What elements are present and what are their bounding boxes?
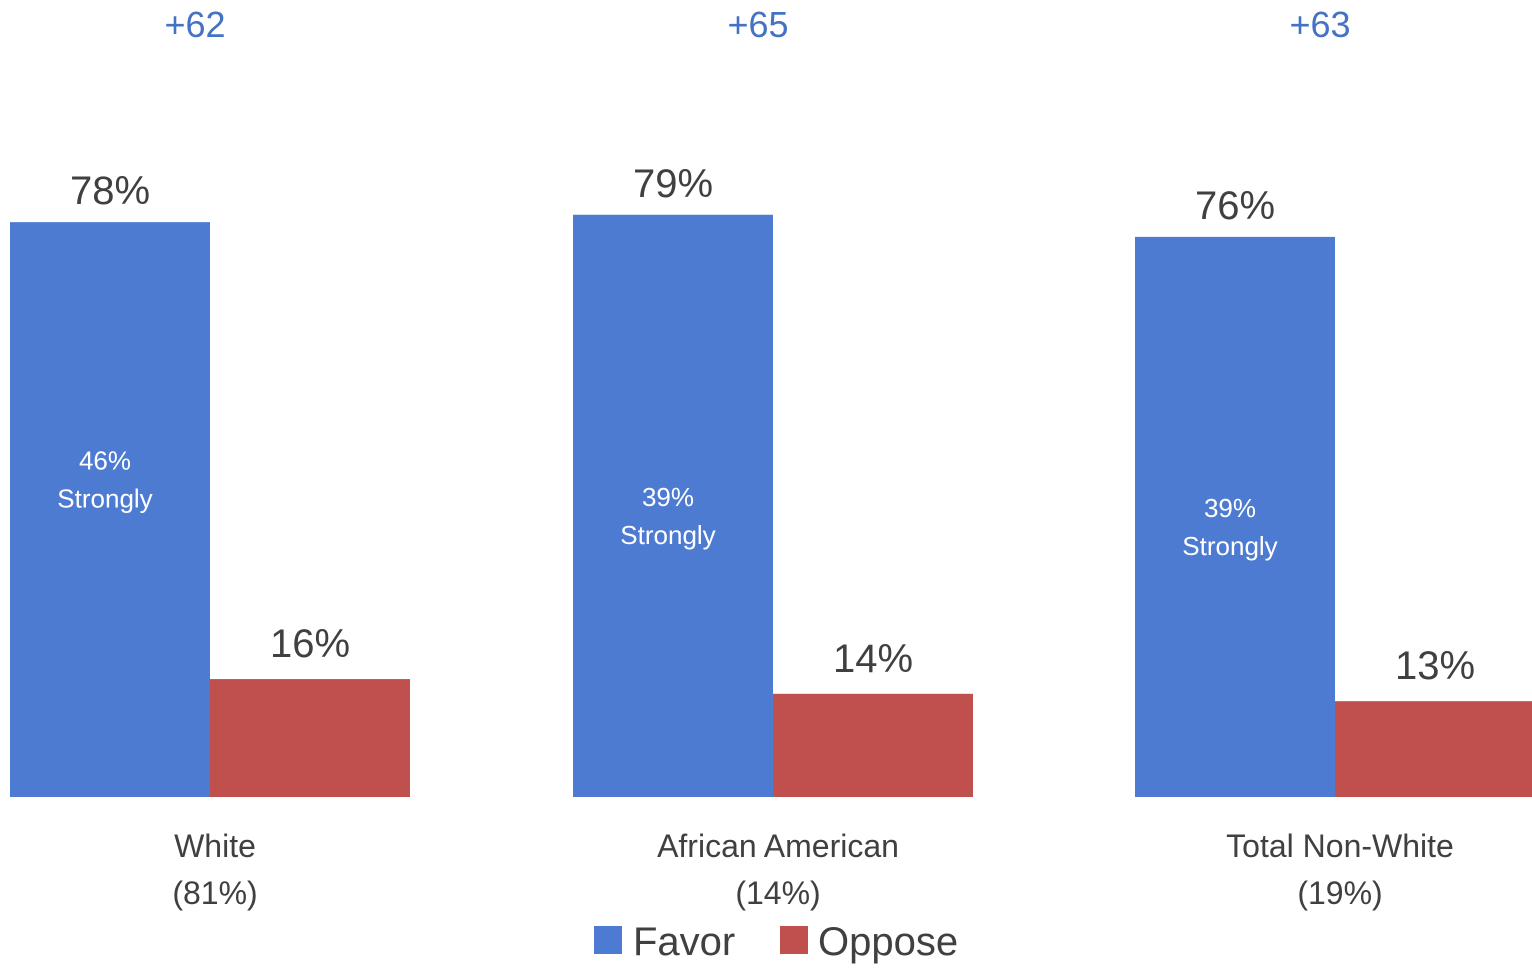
strongly-percent-label: 46%	[79, 445, 131, 475]
category-share-label: (14%)	[735, 875, 820, 911]
oppose-value-label: 14%	[833, 637, 913, 681]
strongly-text-label: Strongly	[57, 483, 152, 513]
oppose-bar	[773, 693, 973, 797]
favor-legend-label: Favor	[633, 920, 735, 964]
oppose-value-label: 13%	[1395, 644, 1475, 688]
oppose-bar	[210, 679, 410, 797]
oppose-value-label: 16%	[270, 622, 350, 666]
category-label: African American	[657, 828, 899, 864]
category-share-label: (19%)	[1297, 875, 1382, 911]
favor-value-label: 79%	[633, 162, 713, 206]
favor-bar	[573, 214, 773, 797]
oppose-bar	[1335, 701, 1532, 797]
category-label: White	[174, 828, 256, 864]
strongly-percent-label: 39%	[1204, 493, 1256, 523]
net-difference-label: +65	[727, 4, 788, 45]
category-share-label: (81%)	[172, 875, 257, 911]
oppose-legend-label: Oppose	[818, 920, 958, 964]
strongly-text-label: Strongly	[1182, 531, 1277, 561]
favor-bar	[10, 222, 210, 797]
strongly-percent-label: 39%	[642, 482, 694, 512]
favor-legend-swatch	[594, 926, 622, 954]
category-label: Total Non-White	[1226, 828, 1454, 864]
favor-value-label: 76%	[1195, 184, 1275, 228]
strongly-text-label: Strongly	[620, 520, 715, 550]
net-difference-label: +62	[164, 4, 225, 45]
net-difference-label: +63	[1289, 4, 1350, 45]
oppose-legend-swatch	[780, 926, 808, 954]
favor-value-label: 78%	[70, 169, 150, 213]
favor-bar	[1135, 236, 1335, 797]
